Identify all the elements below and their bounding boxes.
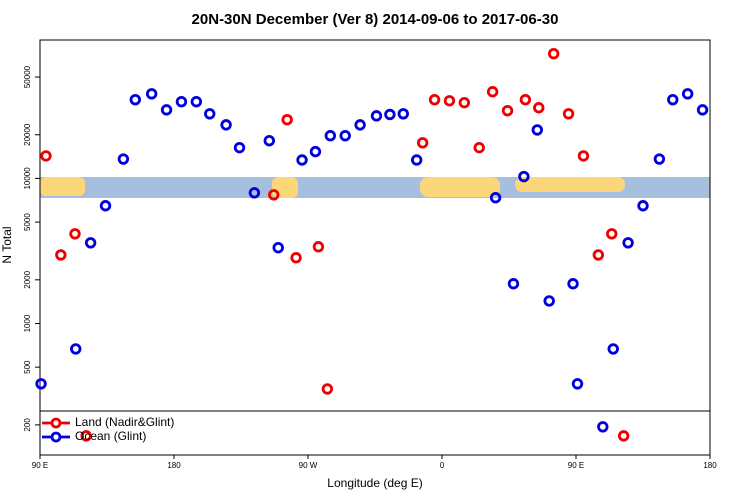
- point: [370, 110, 383, 122]
- point: [518, 170, 530, 183]
- legend-marker: [50, 417, 62, 429]
- point: [175, 95, 188, 108]
- point: [597, 421, 609, 433]
- legend-marker: [50, 431, 62, 443]
- x-tick-label: 90 E: [32, 461, 48, 470]
- x-tick-label: 180: [703, 461, 717, 470]
- point: [321, 383, 334, 395]
- point: [117, 153, 130, 165]
- point: [233, 141, 246, 154]
- point: [667, 93, 679, 106]
- point: [428, 93, 441, 106]
- point: [309, 145, 322, 158]
- point: [416, 137, 429, 149]
- point: [69, 228, 81, 240]
- point: [354, 119, 366, 131]
- point: [637, 200, 649, 212]
- point: [567, 278, 579, 290]
- x-tick-label: 90 W: [299, 461, 318, 470]
- point: [397, 108, 409, 120]
- point: [272, 242, 284, 254]
- point: [562, 108, 575, 120]
- point: [531, 124, 543, 136]
- point: [607, 343, 619, 355]
- chart-title: 20N-30N December (Ver 8) 2014-09-06 to 2…: [192, 11, 559, 28]
- x-tick-label: 90 E: [568, 461, 584, 470]
- y-axis-label: N Total: [0, 226, 14, 263]
- point: [443, 95, 456, 107]
- point: [458, 96, 471, 109]
- y-tick-label: 20000: [23, 123, 32, 146]
- point: [80, 430, 92, 442]
- y-tick-label: 5000: [23, 213, 32, 231]
- point: [519, 93, 532, 106]
- point: [190, 95, 203, 108]
- point: [160, 104, 173, 116]
- y-tick-label: 10000: [23, 167, 32, 190]
- y-tick-label: 200: [23, 418, 32, 432]
- point: [622, 237, 634, 249]
- y-tick-label: 1000: [23, 314, 32, 332]
- point: [290, 252, 302, 264]
- point: [263, 134, 275, 147]
- point: [248, 187, 261, 199]
- legend-label: Land (Nadir&Glint): [75, 415, 174, 429]
- y-tick-label: 50000: [23, 65, 32, 88]
- point: [268, 189, 280, 201]
- point: [204, 108, 216, 120]
- point: [281, 113, 293, 126]
- legend-label: Ocean (Glint): [75, 429, 146, 443]
- y-tick-label: 500: [23, 360, 32, 374]
- point: [40, 150, 52, 162]
- point: [410, 154, 423, 166]
- point: [507, 278, 520, 290]
- point: [35, 378, 47, 390]
- point: [296, 154, 308, 166]
- y-tick-label: 2000: [23, 270, 32, 288]
- point: [696, 104, 709, 116]
- point: [312, 241, 325, 253]
- point: [543, 295, 555, 307]
- point: [681, 88, 694, 100]
- point: [473, 141, 485, 154]
- point: [339, 130, 351, 142]
- x-tick-label: 180: [167, 461, 181, 470]
- point: [533, 102, 545, 114]
- point: [55, 249, 67, 261]
- point: [145, 88, 158, 100]
- point: [489, 192, 502, 204]
- point: [486, 86, 499, 98]
- point: [501, 105, 514, 117]
- point: [129, 93, 141, 106]
- point: [592, 249, 605, 261]
- point: [606, 228, 618, 240]
- point: [220, 119, 232, 131]
- point: [653, 153, 666, 165]
- point: [84, 237, 97, 249]
- point: [547, 48, 560, 60]
- map-strip: [40, 177, 710, 198]
- point: [384, 108, 396, 121]
- x-tick-label: 0: [440, 461, 445, 470]
- point: [577, 150, 590, 162]
- plot-frame: [39, 39, 711, 456]
- x-axis-label: Longitude (deg E): [327, 476, 422, 490]
- point: [99, 200, 112, 212]
- point: [324, 130, 337, 142]
- point: [571, 378, 584, 390]
- point: [70, 343, 82, 355]
- point: [617, 430, 630, 442]
